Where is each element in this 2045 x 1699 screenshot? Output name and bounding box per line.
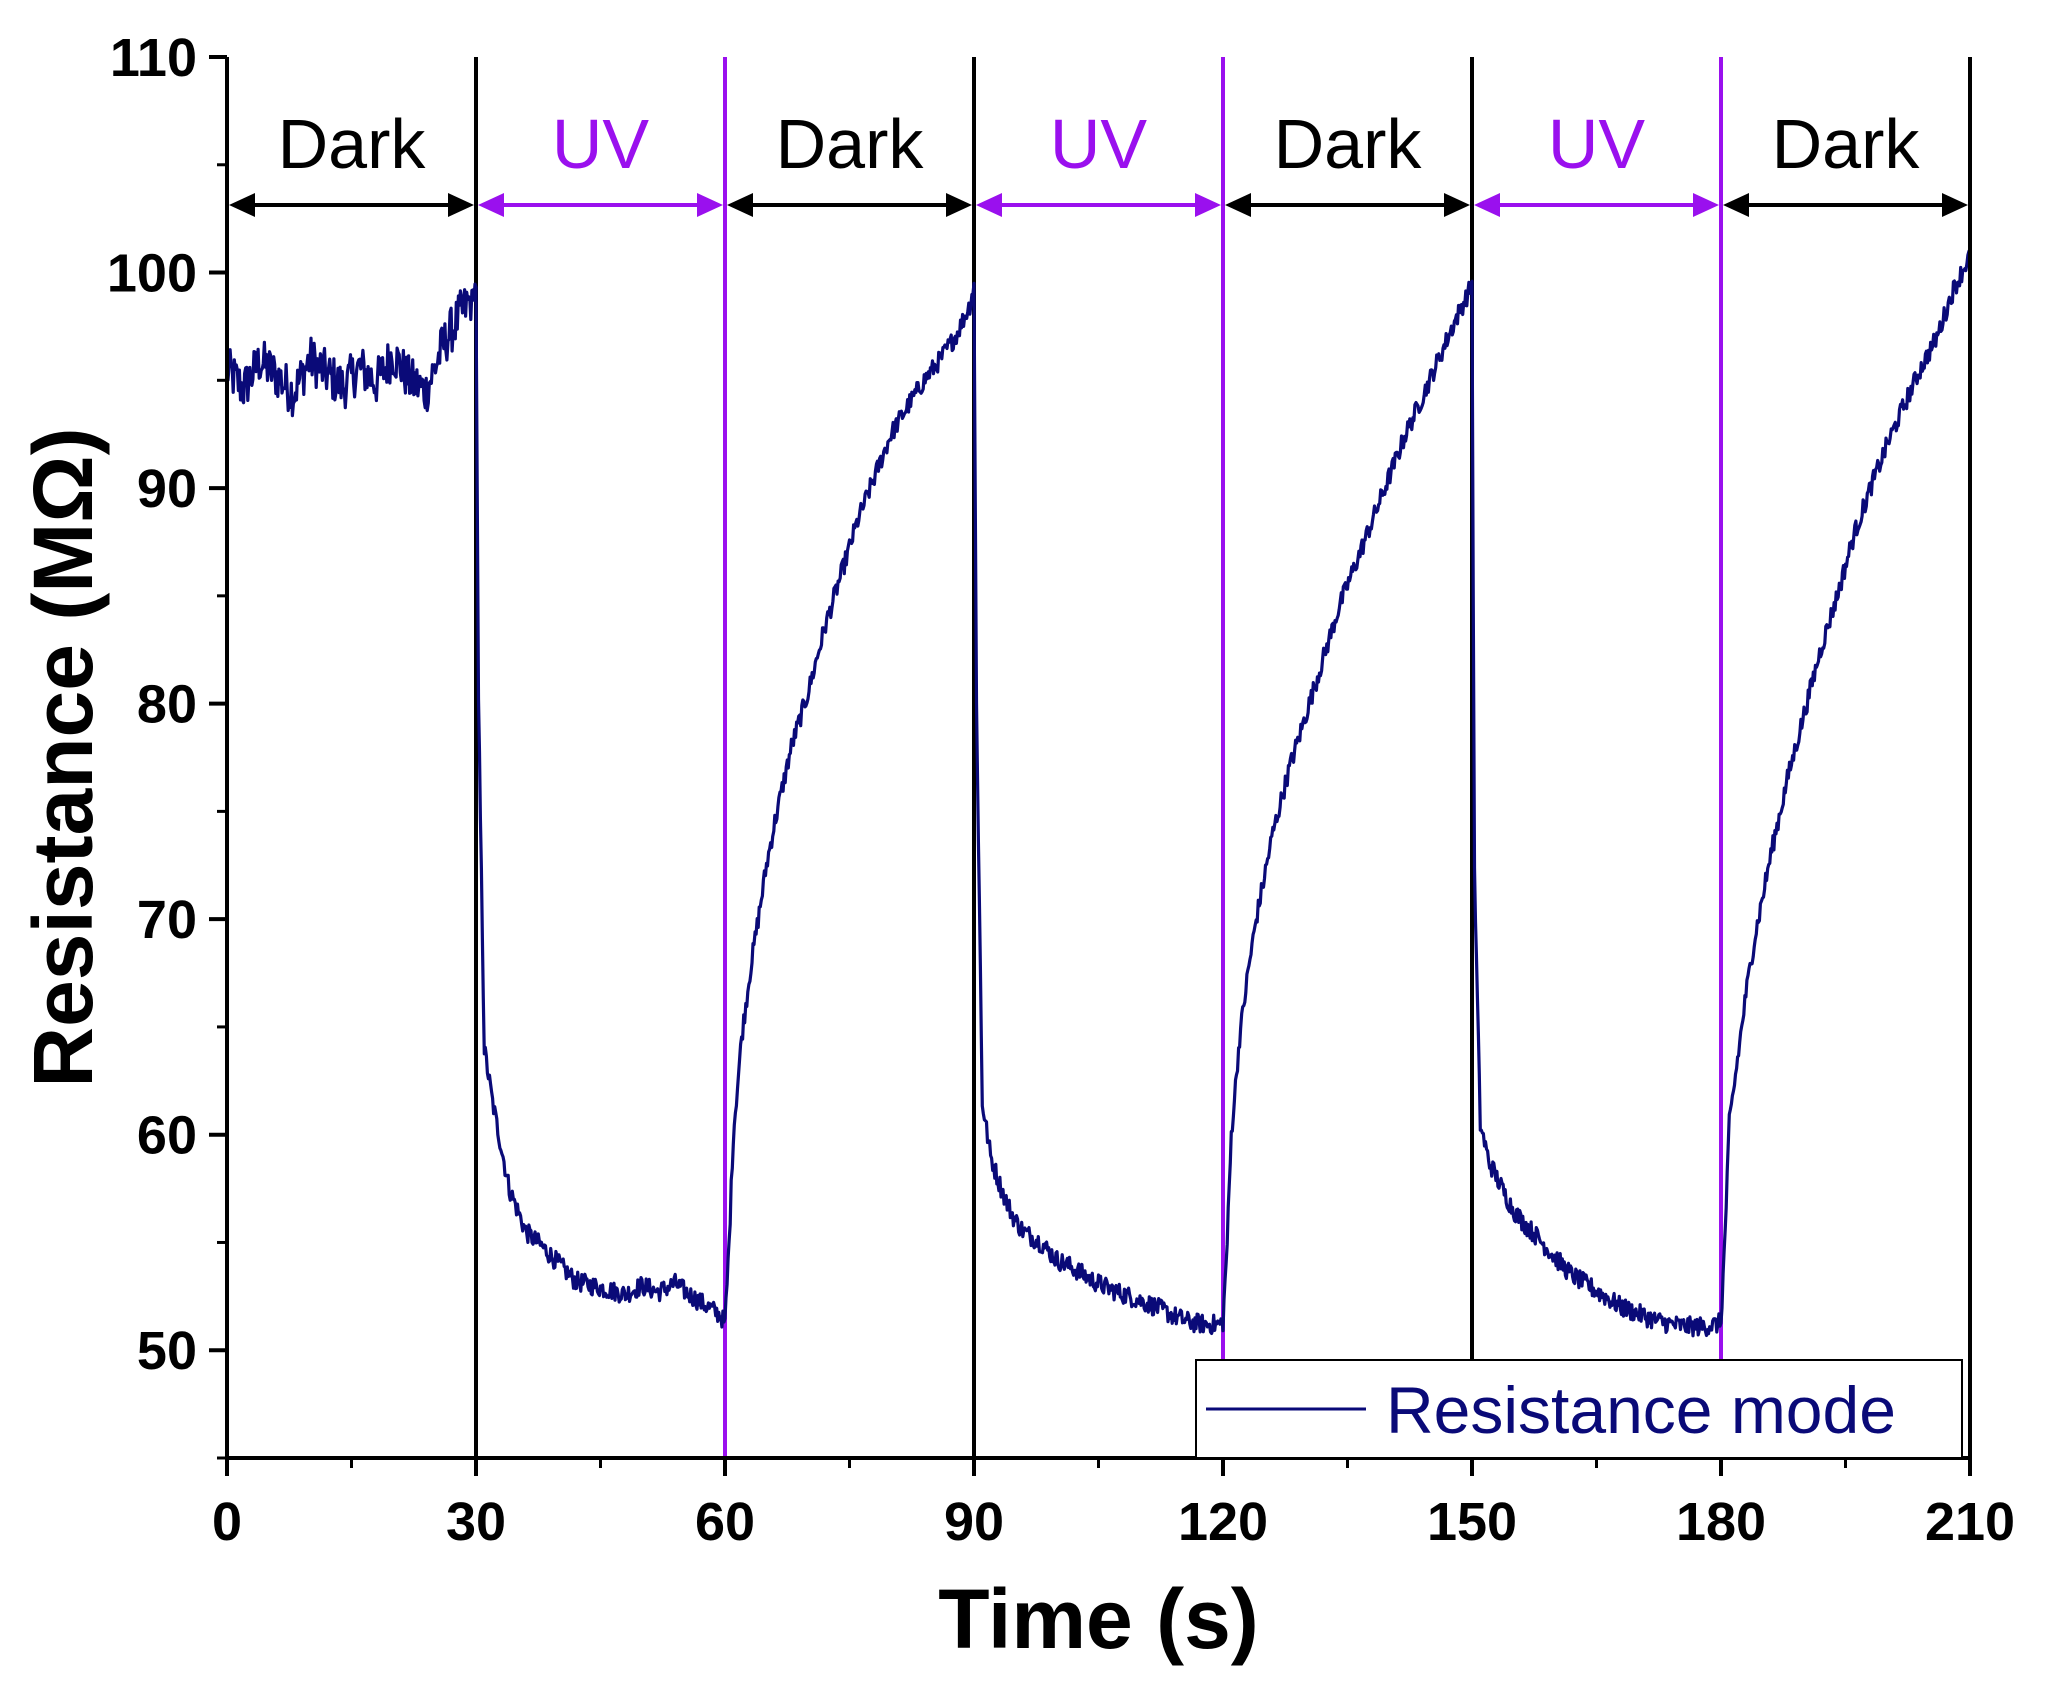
- period-arrow-3: [727, 193, 972, 217]
- y-tick-label-100: 100: [107, 244, 197, 304]
- period-label-dark-1: Dark: [278, 105, 427, 183]
- series-layer: [225, 249, 1972, 1338]
- y-tick-label-110: 110: [110, 28, 197, 88]
- y-tick-label-60: 60: [137, 1106, 197, 1166]
- y-axis-title: Resistance (MΩ): [16, 427, 110, 1087]
- arrowhead-right: [1693, 193, 1719, 217]
- x-axis-ticks: 0 30 60 90 120 150 180 210: [212, 1458, 2015, 1552]
- period-label-dark-5: Dark: [1274, 105, 1423, 183]
- period-label-dark-3: Dark: [776, 105, 925, 183]
- period-arrow-1: [229, 193, 474, 217]
- x-tick-label-180: 180: [1676, 1492, 1766, 1552]
- period-arrow-2: [478, 193, 723, 217]
- arrowhead-left: [1723, 193, 1749, 217]
- period-boundaries: [474, 57, 1723, 1458]
- period-label-uv-2: UV: [552, 105, 650, 183]
- y-tick-label-70: 70: [137, 890, 197, 950]
- arrowhead-left: [478, 193, 504, 217]
- y-tick-label-50: 50: [137, 1321, 197, 1381]
- arrowhead-right: [697, 193, 723, 217]
- arrowhead-left: [229, 193, 255, 217]
- period-arrow-7: [1723, 193, 1968, 217]
- arrowhead-left: [1225, 193, 1251, 217]
- legend-label-resistance-mode: Resistance mode: [1386, 1373, 1896, 1447]
- legend: Resistance mode: [1195, 1359, 1963, 1459]
- series-line-resistance-mode: [225, 249, 1972, 1338]
- period-arrow-5: [1225, 193, 1470, 217]
- arrowhead-left: [976, 193, 1002, 217]
- axes: [225, 57, 1972, 1460]
- arrowhead-left: [1474, 193, 1500, 217]
- period-arrow-6: [1474, 193, 1719, 217]
- arrowhead-left: [727, 193, 753, 217]
- x-tick-label-120: 120: [1178, 1492, 1268, 1552]
- x-tick-label-0: 0: [212, 1492, 242, 1552]
- y-axis-ticks: 50 60 70 80 90 100 110: [107, 28, 227, 1460]
- arrowhead-right: [1942, 193, 1968, 217]
- x-tick-label-60: 60: [695, 1492, 755, 1552]
- x-tick-label-90: 90: [944, 1492, 1004, 1552]
- y-tick-label-90: 90: [137, 459, 197, 519]
- x-tick-label-210: 210: [1925, 1492, 2015, 1552]
- arrowhead-right: [946, 193, 972, 217]
- period-label-dark-7: Dark: [1772, 105, 1921, 183]
- period-label-uv-4: UV: [1050, 105, 1148, 183]
- arrowhead-right: [1444, 193, 1470, 217]
- y-tick-label-80: 80: [137, 675, 197, 735]
- x-axis-title: Time (s): [938, 1572, 1259, 1666]
- arrowhead-right: [448, 193, 474, 217]
- period-arrows: [229, 193, 1968, 217]
- x-tick-label-150: 150: [1427, 1492, 1517, 1552]
- period-arrow-4: [976, 193, 1221, 217]
- period-label-uv-6: UV: [1548, 105, 1646, 183]
- arrowhead-right: [1195, 193, 1221, 217]
- x-tick-label-30: 30: [446, 1492, 506, 1552]
- period-labels: Dark UV Dark UV Dark UV Dark: [278, 105, 1921, 183]
